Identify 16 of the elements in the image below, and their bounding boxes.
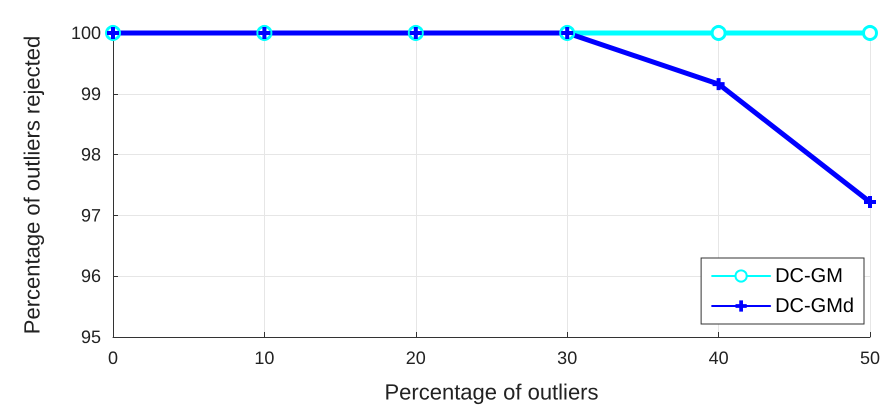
legend-label: DC-GM (775, 265, 843, 287)
y-tick-label: 100 (70, 23, 101, 43)
y-axis-title: Percentage of outliers rejected (20, 36, 44, 334)
x-tick-label: 40 (708, 348, 729, 368)
x-tick-label: 10 (254, 348, 274, 368)
x-tick-label: 0 (108, 348, 118, 368)
x-tick-label: 50 (860, 348, 880, 368)
x-tick-label: 20 (406, 348, 426, 368)
y-tick-label: 96 (80, 266, 101, 286)
y-tick-label: 98 (80, 144, 101, 165)
y-tick-label: 95 (80, 327, 101, 347)
legend-label: DC-GMd (775, 295, 854, 317)
y-tick-label: 97 (80, 205, 101, 226)
y-tick-label: 99 (80, 84, 101, 104)
x-axis-title: Percentage of outliers (384, 380, 599, 404)
x-tick-label: 30 (557, 348, 578, 368)
